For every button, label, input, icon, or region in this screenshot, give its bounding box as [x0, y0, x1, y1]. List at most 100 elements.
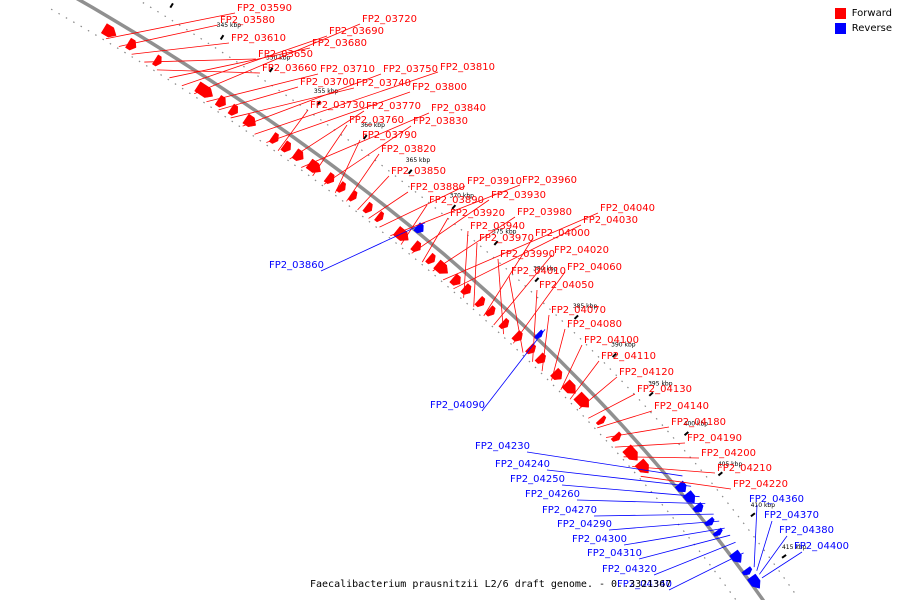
scale-tick	[648, 391, 654, 397]
forward-gene-label: FP2_03770	[366, 101, 421, 112]
reverse-leader-line	[759, 535, 788, 575]
forward-gene-label: FP2_04100	[584, 335, 639, 346]
forward-gene-label: FP2_03750	[383, 64, 438, 75]
reverse-leader-line	[761, 551, 803, 579]
reverse-leader-line	[481, 329, 546, 412]
forward-gene-label: FP2_03880	[410, 182, 465, 193]
scale-tick-label: 345 kbp	[217, 22, 242, 29]
forward-gene-18	[425, 252, 436, 265]
forward-gene-label: FP2_04200	[701, 448, 756, 459]
forward-gene-label: FP2_03970	[479, 233, 534, 244]
reverse-gene-label: FP2_04310	[587, 548, 642, 559]
forward-gene-label: FP2_03800	[412, 82, 467, 93]
forward-leader-line	[551, 328, 566, 381]
scale-tick-label: 400 kbp	[684, 420, 709, 427]
reverse-leader-line	[638, 534, 731, 560]
reverse-gene-label: FP2_04270	[542, 505, 597, 516]
forward-gene-15	[374, 210, 385, 223]
scale-tick	[362, 134, 368, 140]
scale-tick	[683, 431, 689, 437]
forward-leader-line	[614, 442, 686, 448]
forward-leader-line	[541, 314, 550, 372]
scale-tick-label: 360 kbp	[360, 122, 385, 129]
forward-leader-line	[301, 112, 430, 168]
forward-leader-line	[131, 42, 230, 55]
forward-gene-label: FP2_03760	[349, 115, 404, 126]
forward-gene-32	[610, 431, 622, 442]
reverse-gene-label: FP2_04230	[475, 441, 530, 452]
reverse-gene-label: FP2_04400	[794, 541, 849, 552]
forward-gene-0	[100, 23, 117, 38]
scale-tick	[573, 314, 579, 320]
forward-leader-line	[289, 110, 365, 160]
forward-gene-label: FP2_04130	[637, 384, 692, 395]
forward-leader-line	[632, 466, 716, 474]
reverse-gene-label: FP2_04300	[572, 534, 627, 545]
forward-gene-label: FP2_04000	[535, 228, 590, 239]
forward-leader-line	[118, 24, 219, 47]
forward-gene-label: FP2_03740	[356, 78, 411, 89]
forward-leader-line	[463, 230, 469, 298]
forward-gene-label: FP2_03990	[500, 249, 555, 260]
reverse-leader-line	[756, 520, 773, 571]
legend-reverse-label: Reverse	[851, 23, 892, 34]
forward-gene-label: FP2_03730	[310, 100, 365, 111]
forward-gene-20	[449, 273, 461, 286]
scale-tick-label: 395 kbp	[648, 381, 673, 388]
forward-leader-line	[453, 224, 582, 290]
forward-gene-9	[291, 148, 304, 162]
forward-leader-line	[442, 212, 599, 281]
forward-leader-line	[277, 109, 309, 152]
forward-gene-label: FP2_03840	[431, 103, 486, 114]
scale-tick	[493, 240, 499, 246]
forward-gene-24	[498, 317, 510, 330]
forward-gene-label: FP2_04140	[654, 401, 709, 412]
forward-gene-28	[550, 367, 563, 380]
forward-leader-line	[513, 271, 566, 344]
scale-tick	[407, 169, 413, 175]
scale-tick-label: 370 kbp	[450, 192, 475, 199]
scale-tick	[219, 34, 225, 40]
forward-gene-label: FP2_04040	[600, 203, 655, 214]
scale-tick	[781, 554, 787, 559]
scale-tick-label: 375 kbp	[492, 229, 517, 236]
forward-gene-label: FP2_03650	[258, 49, 313, 60]
forward-leader-line	[379, 185, 466, 228]
forward-gene-7	[268, 132, 279, 144]
reverse-gene-label: FP2_04260	[525, 489, 580, 500]
forward-gene-label: FP2_03820	[381, 144, 436, 155]
reverse-gene-label: FP2_04380	[779, 525, 834, 536]
forward-gene-label: FP2_03940	[470, 221, 525, 232]
scale-tick	[169, 2, 174, 9]
forward-gene-8	[280, 140, 291, 153]
reverse-gene-label: FP2_04250	[510, 474, 565, 485]
forward-gene-10	[305, 158, 321, 173]
forward-leader-line	[169, 47, 311, 79]
forward-leader-line	[346, 153, 380, 202]
scale-tick-label: 355 kbp	[314, 88, 339, 95]
forward-leader-line	[597, 410, 653, 429]
forward-leader-line	[254, 71, 439, 135]
reverse-gene-0	[413, 222, 424, 234]
reverse-gene-3	[682, 490, 696, 504]
forward-gene-label: FP2_04220	[733, 479, 788, 490]
scale-tick-label: 415 kbp	[782, 544, 807, 551]
forward-gene-label: FP2_04030	[583, 215, 638, 226]
forward-gene-33	[622, 444, 638, 461]
reverse-gene-9	[746, 573, 761, 589]
forward-leader-line	[606, 426, 670, 438]
forward-gene-label: FP2_03850	[391, 166, 446, 177]
reverse-gene-label: FP2_04240	[495, 459, 550, 470]
scale-tick-label: 405 kbp	[718, 461, 743, 468]
forward-gene-label: FP2_03910	[467, 176, 522, 187]
scale-tick	[611, 352, 617, 358]
forward-leader-line	[623, 456, 700, 459]
reverse-leader-line	[593, 513, 714, 517]
scale-tick-label: 410 kbp	[751, 502, 776, 509]
reverse-leader-line	[668, 552, 744, 591]
forward-leader-line	[368, 191, 409, 219]
guide-ring-0	[50, 8, 737, 600]
forward-gene-label: FP2_04020	[554, 245, 609, 256]
forward-gene-label: FP2_03690	[329, 26, 384, 37]
scale-tick-label: 380 kbp	[533, 266, 558, 273]
